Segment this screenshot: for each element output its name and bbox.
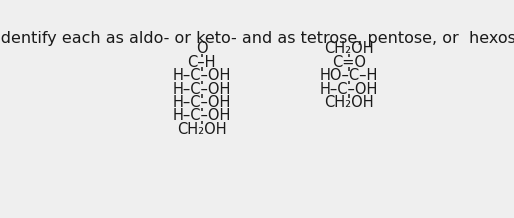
Text: CH₂OH: CH₂OH (324, 95, 374, 110)
Text: O: O (196, 41, 208, 56)
Text: C=O: C=O (332, 55, 366, 70)
Text: H–C–OH: H–C–OH (173, 82, 231, 97)
Text: CH₂OH: CH₂OH (324, 41, 374, 56)
Text: Identify each as aldo- or keto- and as tetrose, pentose, or  hexose:: Identify each as aldo- or keto- and as t… (0, 31, 514, 46)
Text: H–C–OH: H–C–OH (173, 95, 231, 110)
Text: H–C–OH: H–C–OH (320, 82, 378, 97)
Text: HO–C–H: HO–C–H (320, 68, 378, 83)
Text: C–H: C–H (188, 55, 216, 70)
Text: CH₂OH: CH₂OH (177, 122, 227, 137)
Text: H–C–OH: H–C–OH (173, 68, 231, 83)
Text: H–C–OH: H–C–OH (173, 109, 231, 123)
